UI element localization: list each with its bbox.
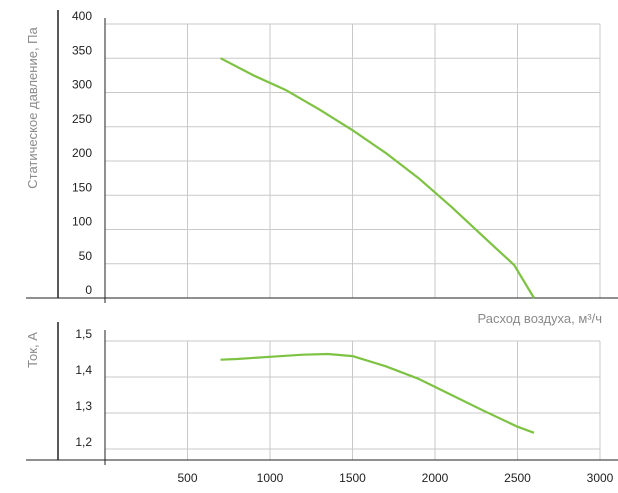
current-y-tick-label: 1,2 (75, 435, 92, 449)
pressure-y-tick-label: 200 (72, 146, 92, 160)
pressure-y-tick-label: 100 (72, 215, 92, 229)
pressure-y-tick-label: 50 (79, 249, 93, 263)
x-tick-label: 2500 (504, 471, 531, 485)
pressure-y-tick-label: 0 (85, 283, 92, 297)
current-y-axis-label: Ток, А (25, 332, 40, 368)
x-tick-label: 1500 (339, 471, 366, 485)
current-y-tick-label: 1,4 (75, 363, 92, 377)
pressure-y-tick-label: 400 (72, 9, 92, 23)
pressure-y-axis-label: Статическое давление, Па (25, 27, 40, 189)
pressure-y-tick-label: 350 (72, 43, 92, 57)
pressure-y-tick-label: 250 (72, 112, 92, 126)
x-tick-label: 500 (177, 471, 197, 485)
x-axis-label: Расход воздуха, м³/ч (477, 311, 602, 326)
pressure-y-tick-label: 300 (72, 78, 92, 92)
x-tick-label: 2000 (422, 471, 449, 485)
current-y-tick-label: 1,5 (75, 327, 92, 341)
current-y-tick-label: 1,3 (75, 399, 92, 413)
x-tick-label: 3000 (587, 471, 614, 485)
current-curve (221, 354, 535, 433)
x-tick-label: 1000 (257, 471, 284, 485)
pressure-y-tick-label: 150 (72, 180, 92, 194)
pressure-curve (221, 58, 535, 298)
